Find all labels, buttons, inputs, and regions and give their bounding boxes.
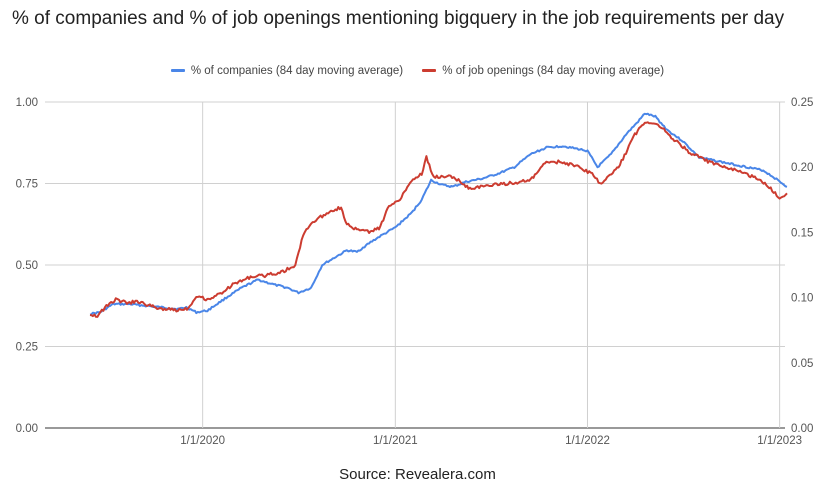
source-caption: Source: Revealera.com bbox=[339, 466, 496, 483]
y-right-tick-label: 0.25 bbox=[791, 97, 813, 109]
x-tick-label: 1/1/2021 bbox=[373, 435, 418, 447]
legend-swatch-job-openings bbox=[422, 69, 437, 73]
legend-label-job-openings: % of job openings (84 day moving average… bbox=[442, 65, 665, 77]
y-left-tick-label: 0.50 bbox=[16, 260, 38, 272]
y-right-tick-label: 0.05 bbox=[791, 358, 813, 370]
legend-item-job-openings[interactable]: % of job openings (84 day moving average… bbox=[422, 65, 664, 77]
legend: % of companies (84 day moving average) %… bbox=[0, 65, 835, 77]
y-right-tick-label: 0.15 bbox=[791, 227, 813, 239]
y-right-tick-label: 0.10 bbox=[791, 293, 813, 305]
chart-title: % of companies and % of job openings men… bbox=[12, 8, 785, 29]
y-right-tick-label: 0.20 bbox=[791, 162, 813, 174]
y-right-tick-label: 0.00 bbox=[791, 423, 813, 435]
legend-label-companies: % of companies (84 day moving average) bbox=[190, 65, 404, 77]
series-line-companies bbox=[89, 112, 788, 316]
y-left-tick-label: 0.75 bbox=[16, 179, 38, 191]
gridlines bbox=[45, 101, 785, 429]
axis-ticks: 0.00 0.25 0.50 0.75 1.00 0.00 0.05 0.10 0.15 0.20… bbox=[16, 97, 814, 447]
y-left-tick-label: 0.00 bbox=[16, 423, 38, 435]
legend-swatch-companies bbox=[170, 69, 185, 73]
x-tick-label: 1/1/2023 bbox=[757, 435, 802, 447]
x-tick-label: 1/1/2022 bbox=[565, 435, 610, 447]
legend-item-companies[interactable]: % of companies (84 day moving average) bbox=[170, 65, 404, 77]
x-tick-label: 1/1/2020 bbox=[180, 435, 225, 447]
y-left-tick-label: 0.25 bbox=[16, 342, 38, 354]
y-left-tick-label: 1.00 bbox=[16, 97, 38, 109]
series-line-job-openings bbox=[89, 121, 788, 318]
series-lines bbox=[89, 112, 788, 318]
